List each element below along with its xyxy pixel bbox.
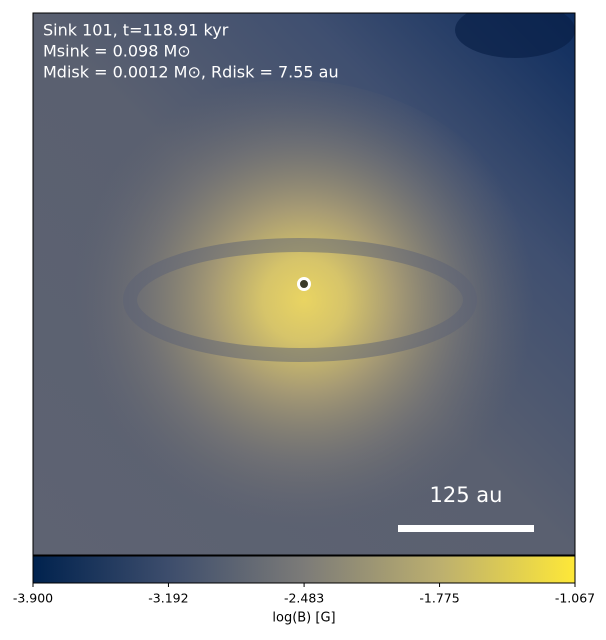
dark-patch — [455, 13, 575, 58]
scale-bar — [398, 525, 534, 532]
annotation: Sink 101, t=118.91 kyr — [43, 21, 229, 40]
colorbar-ticks: -3.900 -3.192 -2.483 -1.775 -1.067 — [13, 583, 595, 606]
colorbar-tick-label: -3.900 — [13, 591, 53, 606]
field-glow — [33, 80, 550, 540]
colorbar — [32, 555, 576, 584]
colorbar-tick-label: -3.192 — [148, 591, 188, 606]
annotations: Sink 101, t=118.91 kyr Msink = 0.098 M⊙ Md… — [43, 21, 339, 82]
colorbar-tick-label: -1.067 — [555, 591, 595, 606]
colorbar-label: log(B) [G] — [272, 611, 335, 626]
colorbar-tick-label: -2.483 — [284, 591, 324, 606]
dark-ring — [123, 238, 477, 362]
image-frame — [32, 12, 576, 556]
sink-marker — [297, 277, 311, 291]
colorbar-tick-label: -1.775 — [419, 591, 459, 606]
annotation: Msink = 0.098 M⊙ — [43, 42, 191, 61]
annotation: Mdisk = 0.0012 M⊙, Rdisk = 7.55 au — [43, 63, 339, 82]
scale-bar-label: 125 au — [430, 483, 503, 507]
image — [33, 13, 575, 555]
